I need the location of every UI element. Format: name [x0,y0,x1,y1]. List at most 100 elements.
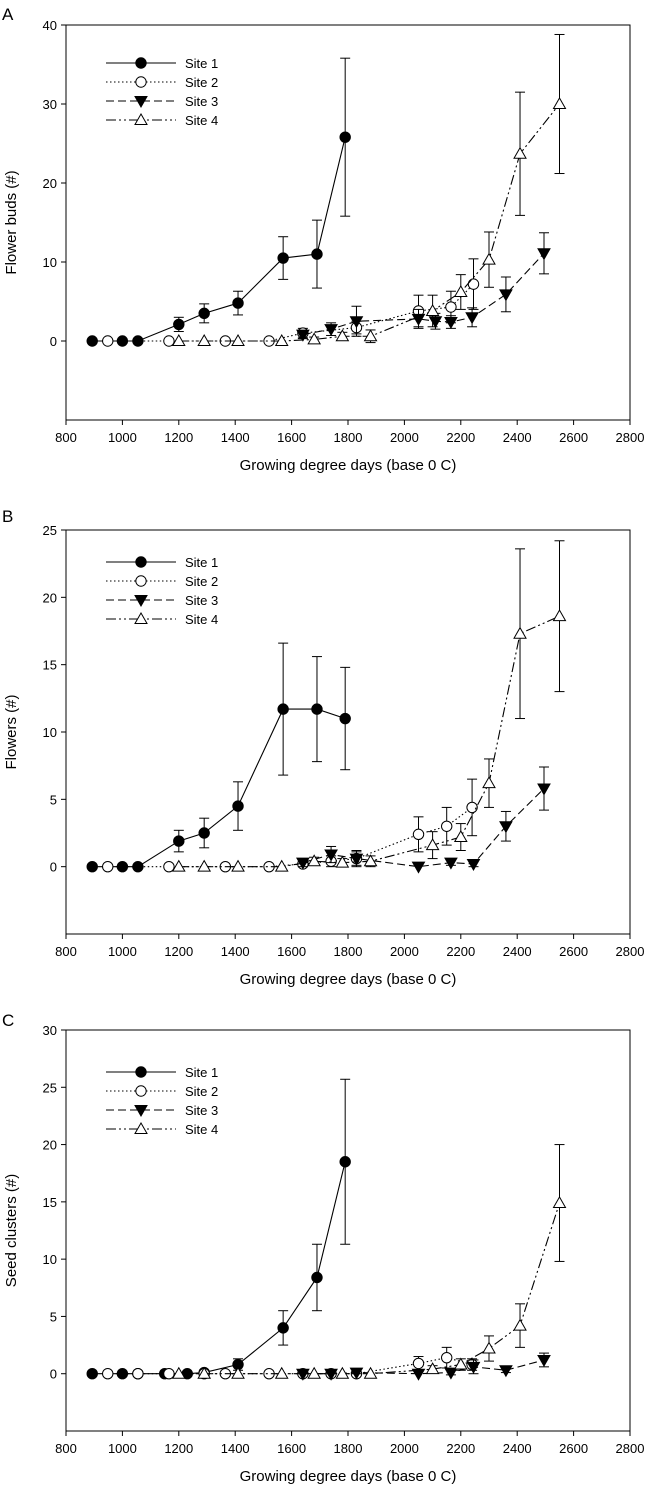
data-point [499,1365,513,1378]
y-tick-label: 10 [43,255,57,270]
data-point [277,252,289,264]
x-tick-label: 1200 [164,430,193,445]
data-point [116,335,129,347]
data-point [311,248,323,260]
data-point [277,1322,289,1334]
data-point [231,859,245,872]
y-tick-label: 40 [43,18,57,33]
x-tick-label: 1000 [108,430,137,445]
legend-label: Site 4 [185,1122,218,1137]
legend-label: Site 3 [185,593,218,608]
data-point [425,1362,440,1375]
y-axis-title: Seed clusters (#) [3,1174,20,1287]
data-point [441,1351,453,1364]
x-tick-label: 1400 [221,944,250,959]
data-point [86,1368,98,1380]
data-point [363,1366,378,1379]
legend-label: Site 4 [185,113,218,128]
y-axis-title: Flower buds (#) [3,170,20,274]
data-point [339,712,351,725]
data-point [513,1318,527,1331]
data-point [482,252,496,265]
data-point [173,835,185,847]
data-point [198,307,210,320]
x-tick-label: 2200 [446,430,475,445]
x-tick-label: 800 [55,1441,77,1456]
data-point [307,332,322,345]
data-point [311,1271,323,1284]
data-point [465,312,479,325]
y-tick-label: 25 [43,523,57,538]
x-tick-label: 2200 [446,1441,475,1456]
panel-label: A [2,5,14,24]
data-point [307,1366,322,1379]
data-point [537,248,551,261]
data-point [349,316,364,329]
legend: Site 1 Site 2 Site 3 Site 4 [106,555,218,627]
data-point [335,1366,350,1379]
x-tick-label: 1000 [108,944,137,959]
data-point [513,626,527,639]
y-tick-label: 10 [43,725,57,740]
data-point [173,318,185,331]
x-tick-label: 1800 [334,1441,363,1456]
data-point [363,329,378,342]
series-site-2 [102,258,480,347]
y-tick-label: 5 [50,1309,57,1324]
panel-label: C [2,1011,14,1030]
data-point [296,329,310,342]
series-site-1 [86,642,351,873]
legend-label: Site 2 [185,75,218,90]
data-point [296,1368,310,1381]
data-point [324,324,338,337]
data-point [499,289,513,302]
series-site-4 [171,33,567,346]
plot-frame [65,1029,631,1432]
data-point [335,855,350,868]
x-tick-label: 1400 [221,430,250,445]
data-point [537,1354,551,1367]
data-point [482,1341,496,1354]
data-point [102,335,114,347]
data-point [444,857,458,870]
data-point [552,96,567,109]
data-point [231,1366,245,1379]
plot-frame [65,529,631,935]
x-tick-label: 1000 [108,1441,137,1456]
y-axis-title: Flowers (#) [3,694,20,769]
data-point [349,853,364,866]
y-tick-label: 0 [50,334,57,349]
legend-marker [134,112,148,125]
data-point [552,1195,567,1209]
series-line [92,1161,346,1375]
data-point [171,859,186,872]
data-point [335,329,350,342]
legend-label: Site 4 [185,612,218,627]
x-tick-label: 2600 [559,944,588,959]
x-tick-label: 1600 [277,430,306,445]
data-point [116,860,129,873]
data-point [412,1357,425,1370]
legend-label: Site 1 [185,56,218,71]
x-tick-label: 1200 [164,944,193,959]
chart-panel-c: C 800 1000 1200 1400 1600 1800 2000 2200 2400 2600… [2,1011,644,1485]
data-point [132,1368,144,1380]
legend-marker [135,57,147,69]
x-axis-title: Growing degree days (base 0 C) [240,971,457,988]
data-point [132,860,144,873]
x-tick-label: 2800 [616,1441,645,1456]
data-point [339,1156,351,1168]
data-point [425,838,440,851]
x-tick-label: 1200 [164,1441,193,1456]
x-tick-label: 2800 [616,430,645,445]
data-point [466,1361,481,1374]
data-point [411,313,426,326]
x-tick-label: 2400 [503,944,532,959]
data-point [102,860,114,873]
data-point [537,783,551,796]
legend: Site 1 Site 2 Site 3 Site 4 [106,56,218,128]
series-site-1 [86,57,351,347]
x-tick-label: 1800 [334,430,363,445]
data-point [466,858,481,871]
